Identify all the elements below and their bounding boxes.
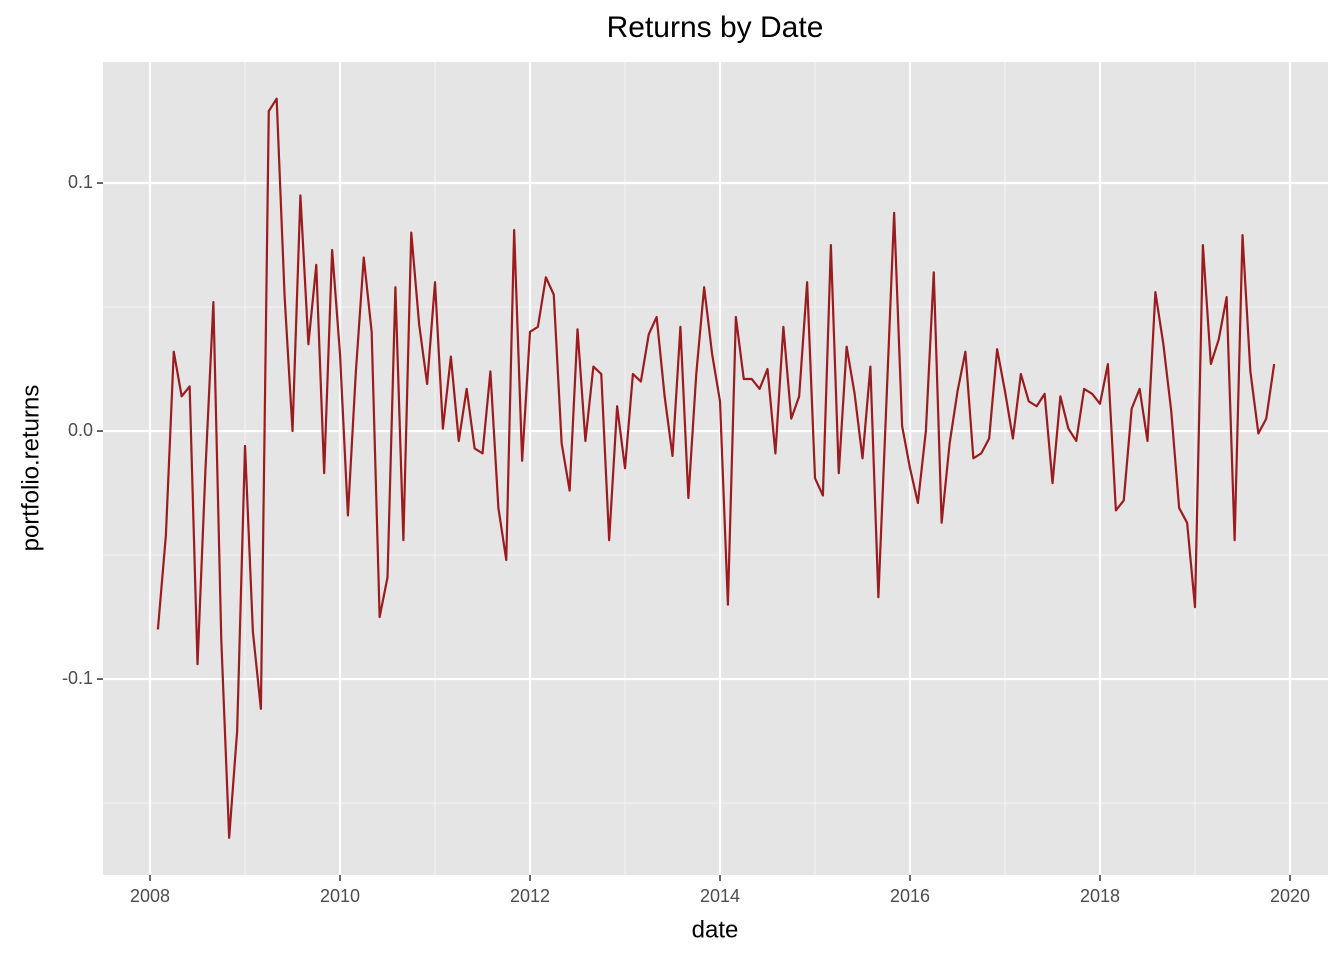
x-tick-label: 2010 xyxy=(320,886,360,906)
x-tick-label: 2014 xyxy=(700,886,740,906)
panel xyxy=(103,62,1328,875)
plot xyxy=(156,97,1276,839)
x-tick-label: 2016 xyxy=(890,886,930,906)
y-tick-label: 0.0 xyxy=(68,420,93,440)
y-axis-label: portfolio.returns xyxy=(17,385,44,552)
x-tick-label: 2018 xyxy=(1080,886,1120,906)
chart-title: Returns by Date xyxy=(607,11,824,44)
x-tick-label: 2012 xyxy=(510,886,550,906)
x-axis-label: date xyxy=(692,916,739,943)
line-series xyxy=(156,97,1276,839)
y-tick-label: -0.1 xyxy=(62,668,93,688)
grid: -0.1 0.0 0.1 2008 2010 2012 2014 2016 2018 2020 xyxy=(62,62,1328,906)
y-tick-label: 0.1 xyxy=(68,172,93,192)
x-tick-label: 2008 xyxy=(130,886,170,906)
x-tick-label: 2020 xyxy=(1270,886,1310,906)
